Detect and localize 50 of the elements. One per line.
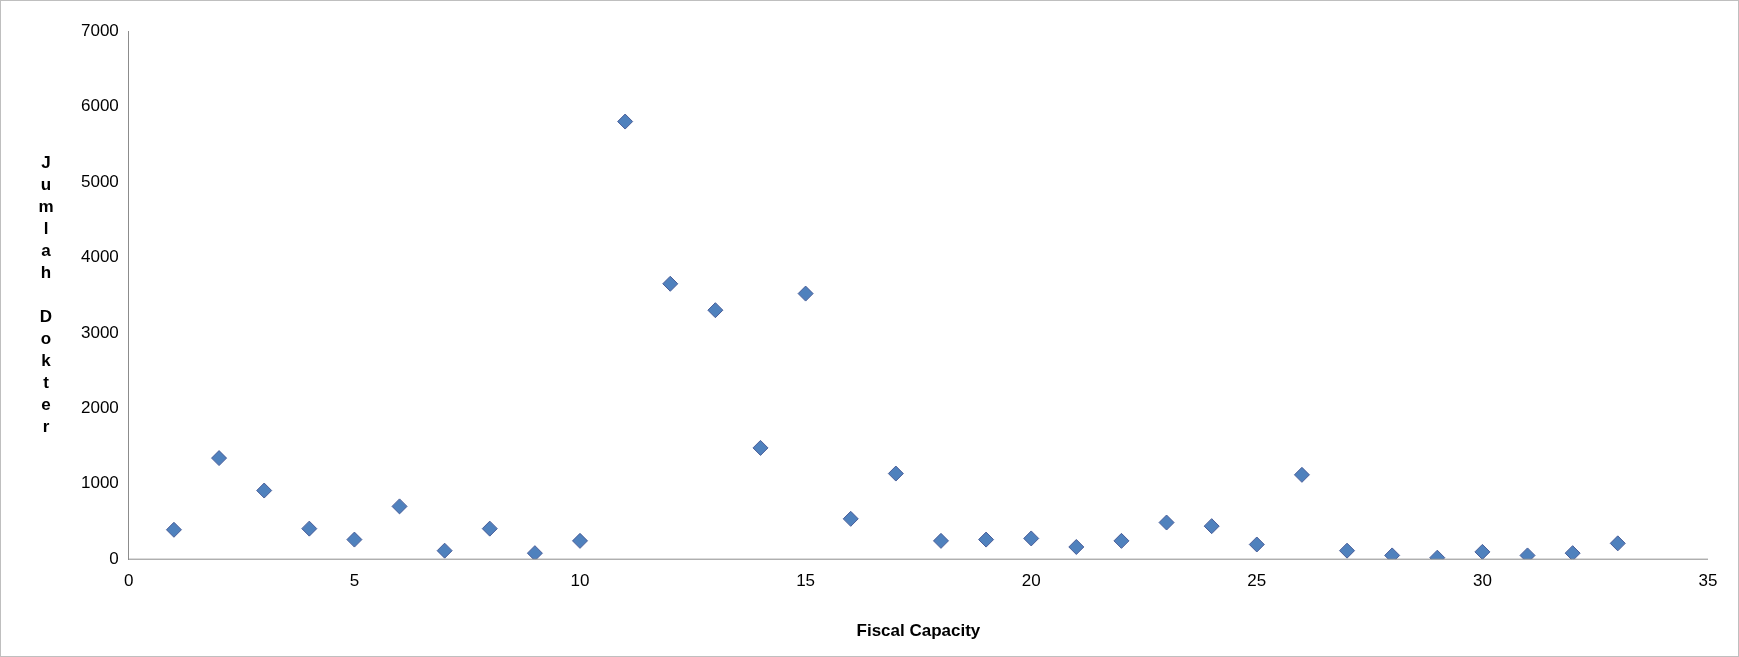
y-tick-label: 4000 <box>80 247 119 267</box>
x-axis-title: Fiscal Capacity <box>856 621 981 641</box>
text: Jumlah Dokter <box>38 152 54 436</box>
point <box>1474 543 1491 560</box>
y-tick-label: 6000 <box>80 96 119 116</box>
point <box>1023 530 1040 547</box>
point <box>1248 536 1265 553</box>
point <box>1068 538 1085 555</box>
point <box>1113 532 1130 549</box>
point <box>617 113 634 130</box>
point <box>1609 535 1626 552</box>
point <box>1384 547 1401 560</box>
x-tick-label: 35 <box>1698 571 1718 591</box>
x-tick-label: 5 <box>349 571 360 591</box>
point <box>526 545 543 560</box>
point <box>256 482 273 499</box>
point <box>1203 518 1220 535</box>
point <box>752 439 769 456</box>
point <box>932 532 949 549</box>
point <box>572 532 589 549</box>
x-tick-label: 10 <box>570 571 590 591</box>
x-tick-label: 20 <box>1021 571 1041 591</box>
point <box>842 510 859 527</box>
point <box>165 521 182 538</box>
point <box>797 285 814 302</box>
point <box>707 302 724 319</box>
point <box>662 275 679 292</box>
point <box>436 542 453 559</box>
point <box>211 450 228 467</box>
point <box>1339 542 1356 559</box>
point <box>978 531 995 548</box>
x-tick-label: 30 <box>1472 571 1492 591</box>
point <box>1564 545 1581 560</box>
point <box>1519 547 1536 560</box>
point <box>346 531 363 548</box>
point <box>887 465 904 482</box>
y-tick-label: 3000 <box>80 322 119 342</box>
point <box>1158 514 1175 531</box>
y-tick-label: 7000 <box>80 20 119 40</box>
x-tick-label: 15 <box>796 571 816 591</box>
y-tick-label: 2000 <box>80 397 119 417</box>
y-tick-label: 0 <box>109 548 119 568</box>
point <box>1293 466 1310 483</box>
point <box>481 520 498 537</box>
x-tick-label: 0 <box>124 571 134 591</box>
point <box>391 498 408 515</box>
y-tick-label: 5000 <box>80 171 119 191</box>
point <box>301 520 318 537</box>
x-tick-label: 25 <box>1247 571 1267 591</box>
y-tick-label: 1000 <box>80 473 119 493</box>
